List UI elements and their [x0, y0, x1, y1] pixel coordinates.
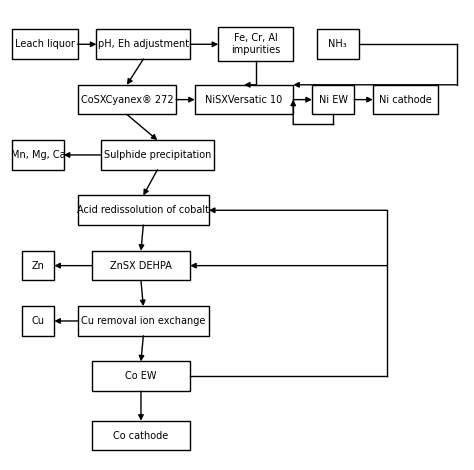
FancyBboxPatch shape: [92, 421, 190, 450]
Text: Ni EW: Ni EW: [319, 94, 347, 105]
FancyBboxPatch shape: [21, 251, 55, 281]
Text: Co EW: Co EW: [125, 371, 157, 381]
FancyBboxPatch shape: [92, 361, 190, 391]
FancyBboxPatch shape: [312, 85, 354, 114]
Text: pH, Eh adjustment: pH, Eh adjustment: [98, 39, 189, 49]
Text: NH₃: NH₃: [328, 39, 347, 49]
Text: Mn, Mg, Ca: Mn, Mg, Ca: [10, 150, 65, 160]
Text: Cu removal ion exchange: Cu removal ion exchange: [81, 316, 206, 326]
Text: Co cathode: Co cathode: [113, 431, 169, 440]
FancyBboxPatch shape: [317, 30, 359, 59]
Text: Cu: Cu: [31, 316, 45, 326]
FancyBboxPatch shape: [12, 140, 64, 170]
Text: NiSXVersatic 10: NiSXVersatic 10: [205, 94, 283, 105]
Text: Acid redissolution of cobalt: Acid redissolution of cobalt: [77, 205, 210, 215]
Text: CoSXCyanex® 272: CoSXCyanex® 272: [81, 94, 173, 105]
FancyBboxPatch shape: [373, 85, 438, 114]
FancyBboxPatch shape: [12, 30, 78, 59]
Text: ZnSX DEHPA: ZnSX DEHPA: [110, 261, 172, 271]
FancyBboxPatch shape: [21, 306, 55, 336]
Text: Sulphide precipitation: Sulphide precipitation: [104, 150, 211, 160]
FancyBboxPatch shape: [92, 251, 190, 281]
Text: Ni cathode: Ni cathode: [379, 94, 432, 105]
FancyBboxPatch shape: [218, 27, 293, 61]
FancyBboxPatch shape: [78, 306, 209, 336]
Text: Leach liquor: Leach liquor: [15, 39, 75, 49]
Text: Fe, Cr, Al
impurities: Fe, Cr, Al impurities: [231, 33, 280, 55]
FancyBboxPatch shape: [195, 85, 293, 114]
FancyBboxPatch shape: [101, 140, 214, 170]
FancyBboxPatch shape: [97, 30, 190, 59]
FancyBboxPatch shape: [78, 196, 209, 225]
FancyBboxPatch shape: [78, 85, 176, 114]
Text: Zn: Zn: [31, 261, 45, 271]
